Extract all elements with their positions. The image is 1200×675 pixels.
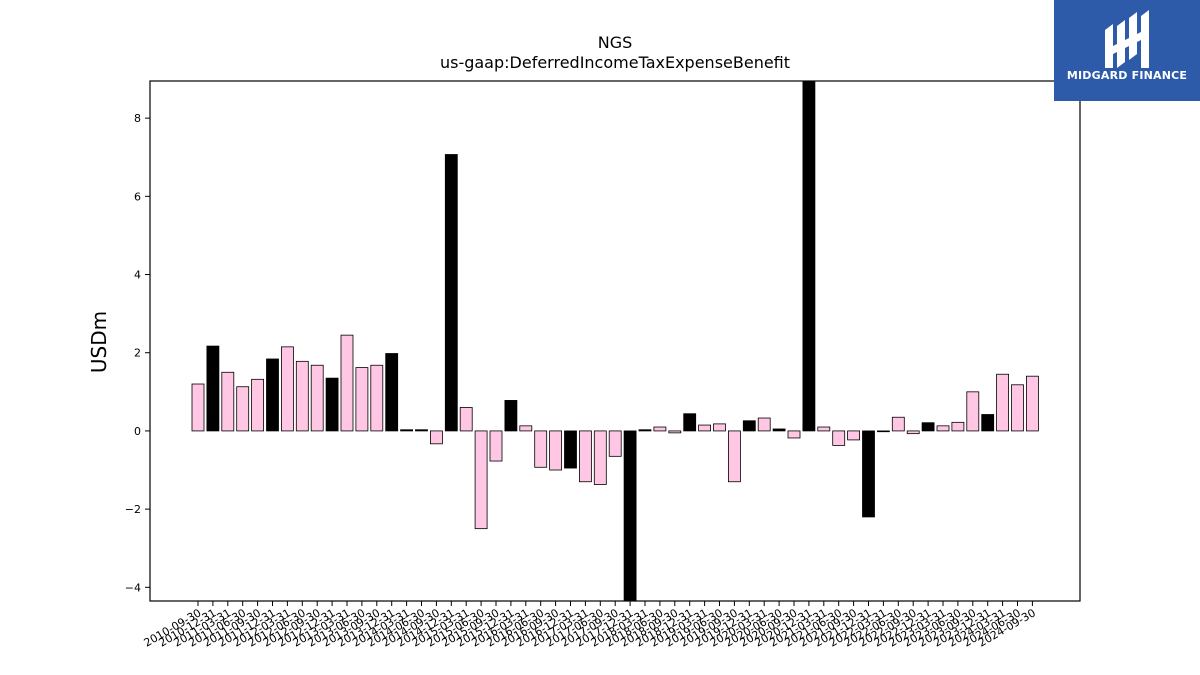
bar-2023-03-31 xyxy=(936,425,950,432)
bar-2011-06-30 xyxy=(236,386,250,432)
bar-2024-03-31 xyxy=(996,373,1009,432)
bar-2012-03-31 xyxy=(280,346,294,432)
bars-group xyxy=(191,80,1039,602)
midgard-finance-logo: MIDGARD FINANCE xyxy=(1054,0,1200,101)
y-tick-label: 8 xyxy=(134,112,141,125)
bar-2018-03-31 xyxy=(638,429,652,432)
bar-2013-03-31 xyxy=(340,334,354,432)
y-tick-label: −4 xyxy=(125,581,141,594)
y-tick-label: 4 xyxy=(134,269,141,282)
bar-2019-12-31 xyxy=(742,420,756,432)
bar-2023-06-30 xyxy=(951,421,965,432)
bar-2015-06-30 xyxy=(474,430,488,530)
bar-2019-06-30 xyxy=(713,423,726,432)
bar-2022-12-31 xyxy=(921,422,935,432)
bar-2021-09-30 xyxy=(847,430,860,441)
bar-2024-06-30 xyxy=(1011,384,1024,432)
bar-2022-09-30 xyxy=(906,430,920,435)
bar-2016-09-30 xyxy=(549,430,562,471)
bar-2012-09-30 xyxy=(310,364,324,432)
bar-2021-03-31 xyxy=(817,426,831,432)
bar-2018-09-30 xyxy=(668,430,682,434)
bar-2016-06-30 xyxy=(534,430,548,468)
bar-2023-12-31 xyxy=(981,414,995,432)
bar-2017-09-30 xyxy=(608,430,622,457)
bar-2013-06-30 xyxy=(355,367,369,432)
y-tick-label: −2 xyxy=(125,503,141,516)
bar-2019-09-30 xyxy=(728,430,741,483)
bar-2010-12-31 xyxy=(206,345,220,432)
bar-2014-09-30 xyxy=(429,430,443,445)
y-tick-label: 0 xyxy=(134,425,141,438)
bar-2019-03-31 xyxy=(698,424,711,432)
chart-subtitle: us-gaap:DeferredIncomeTaxExpenseBenefit xyxy=(440,53,790,72)
bar-2011-12-31 xyxy=(266,358,279,432)
bar-2021-12-31 xyxy=(862,430,875,518)
bar-2020-06-30 xyxy=(772,428,786,432)
bar-2024-09-30 xyxy=(1026,375,1039,432)
bar-2020-03-31 xyxy=(757,417,771,432)
bar-2015-12-31 xyxy=(504,400,518,432)
bar-2017-12-31 xyxy=(623,430,637,602)
bar-2012-12-31 xyxy=(325,377,339,432)
bar-2020-09-30 xyxy=(787,430,801,439)
bar-2016-12-31 xyxy=(564,430,577,469)
bar-2018-12-31 xyxy=(683,413,697,432)
bar-2023-09-30 xyxy=(966,391,980,432)
bar-2013-12-31 xyxy=(385,353,399,432)
bar-2011-09-30 xyxy=(251,378,265,432)
plot-area-frame xyxy=(149,80,1081,602)
bar-2012-06-30 xyxy=(295,360,309,432)
y-axis-ticks: −4 −2 0 2 4 6 8 xyxy=(125,112,150,594)
bar-2022-06-30 xyxy=(891,416,905,432)
bar-2022-03-31 xyxy=(877,430,890,433)
bar-2011-03-31 xyxy=(221,371,235,432)
bar-2013-09-30 xyxy=(370,364,384,432)
y-axis-label: USDm xyxy=(87,311,111,373)
bar-2021-06-30 xyxy=(832,430,846,446)
logo-mark-icon xyxy=(1105,10,1149,68)
bar-2016-03-31 xyxy=(519,425,533,432)
bar-2014-06-30 xyxy=(415,429,428,432)
bar-2015-03-31 xyxy=(459,407,473,432)
bar-2017-06-30 xyxy=(593,430,607,485)
bar-2017-03-31 xyxy=(579,430,592,483)
chart-title: NGS xyxy=(598,33,633,52)
bar-2020-12-31 xyxy=(802,80,816,432)
bar-2010-09-30 xyxy=(191,383,205,432)
x-axis-ticks: 2010-09-302010-12-312011-03-312011-06-30… xyxy=(142,601,1038,650)
logo-text: MIDGARD FINANCE xyxy=(1066,69,1188,82)
bar-2014-12-31 xyxy=(444,154,458,432)
y-tick-label: 2 xyxy=(134,347,141,360)
bar-2015-09-30 xyxy=(489,430,503,462)
bar-2018-06-30 xyxy=(653,426,667,432)
y-tick-label: 6 xyxy=(134,190,141,203)
bar-2014-03-31 xyxy=(400,429,414,432)
